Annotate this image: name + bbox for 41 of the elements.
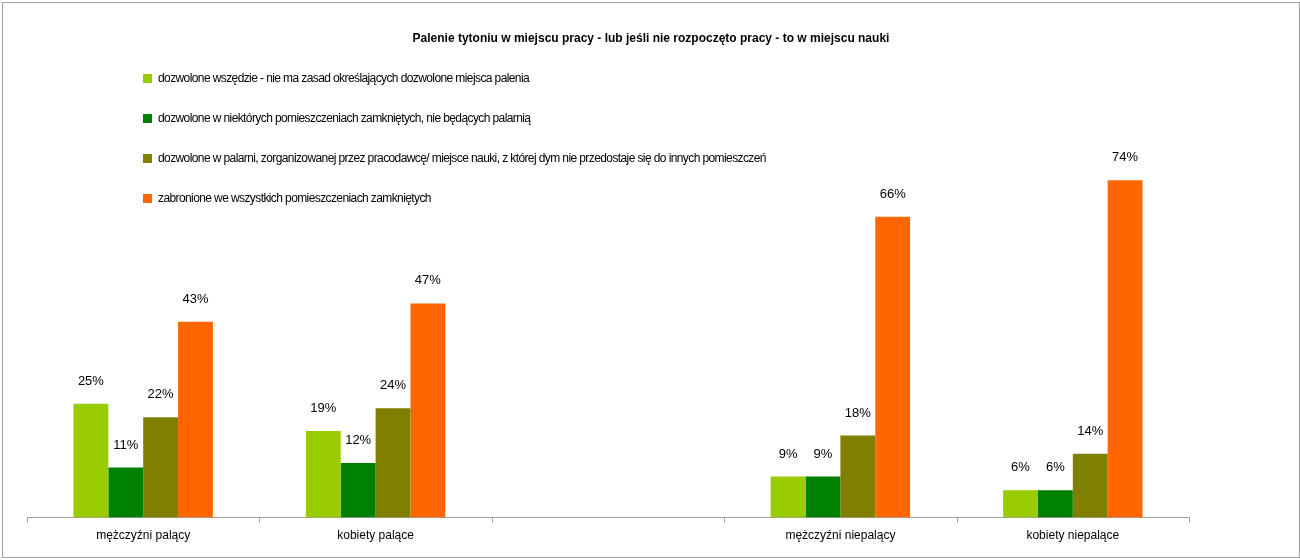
data-label: 22% <box>147 386 175 402</box>
bar <box>875 216 911 518</box>
bar <box>410 303 446 518</box>
data-label: 66% <box>879 185 907 201</box>
chart-title: Palenie tytoniu w miejscu pracy - lub jeśli nie rozpoczęto pracy - to w miejscu nauki <box>411 31 891 45</box>
data-label: 19% <box>310 400 337 416</box>
legend-label: dozwolone w palarni, zorganizowanej przez pracodawcę/ miejsce nauki, z której dym nie przedostaje się do innych pomieszczeń <box>157 151 766 165</box>
data-label: 74% <box>1112 149 1139 165</box>
data-label: 14% <box>1077 422 1104 438</box>
data-label: 24% <box>380 377 407 393</box>
bar <box>340 462 376 518</box>
bar <box>143 417 179 518</box>
data-label: 11% <box>113 436 139 452</box>
bar <box>178 321 213 518</box>
legend-label: dozwolone wszędzie - nie ma zasad określających dozwolone miejsca palenia <box>157 71 530 85</box>
bar <box>73 403 109 518</box>
bar <box>1037 490 1073 518</box>
data-label: 6% <box>1011 459 1031 475</box>
bar <box>1107 180 1143 518</box>
bar <box>108 467 144 518</box>
data-label: 18% <box>844 404 872 420</box>
data-label: 6% <box>1045 459 1066 475</box>
legend-label: zabronione we wszystkich pomieszczeniach zamkniętych <box>157 191 431 205</box>
bar <box>1003 490 1038 518</box>
bar <box>805 476 841 518</box>
x-tick-label: mężczyźni niepalący <box>785 528 896 543</box>
x-tick-label: kobiety niepalące <box>1026 528 1120 543</box>
bar <box>1072 453 1108 518</box>
x-tick-label: kobiety palące <box>337 528 415 543</box>
data-label: 9% <box>813 445 833 461</box>
bar <box>840 435 876 518</box>
bar <box>305 431 341 518</box>
bar <box>375 408 411 518</box>
legend-label: dozwolone w niektórych pomieszczeniach zamkniętych, nie będących palarnią <box>157 111 531 125</box>
data-label: 43% <box>182 290 209 306</box>
x-tick-label: mężczyźni palący <box>96 528 191 543</box>
data-label: 47% <box>414 272 442 288</box>
data-label: 12% <box>345 431 372 447</box>
data-label: 25% <box>77 372 105 388</box>
bar <box>770 476 806 518</box>
data-label: 9% <box>778 445 798 461</box>
